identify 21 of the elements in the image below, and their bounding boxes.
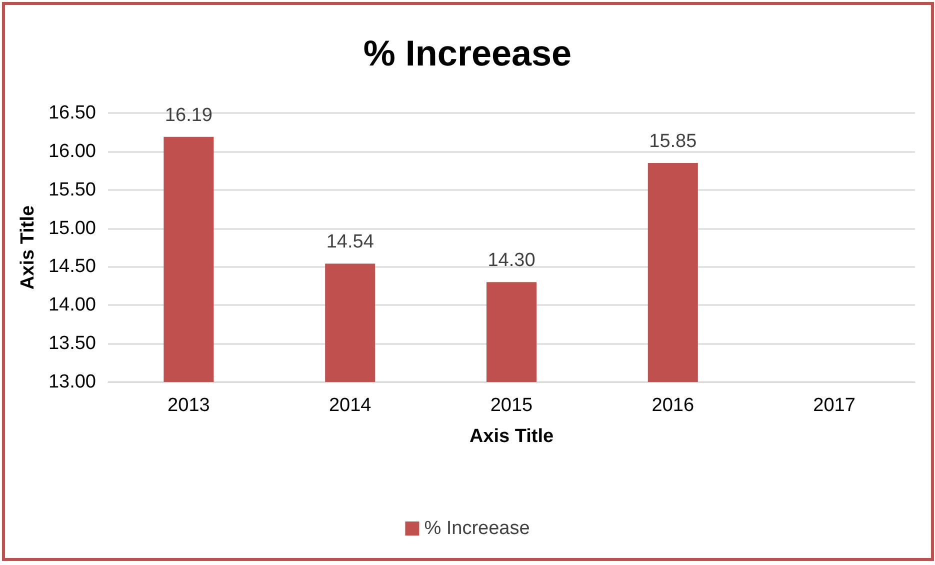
legend-label: % Increease — [424, 518, 530, 539]
y-tick-label: 16.00 — [48, 140, 96, 162]
y-tick-label: 13.00 — [48, 372, 96, 392]
y-tick-label: 14.50 — [48, 256, 96, 278]
x-tick-label: 2014 — [328, 395, 372, 416]
y-axis-title: Axis Title — [18, 205, 39, 290]
y-tick-label: 15.00 — [48, 218, 96, 239]
y-tick-label: 15.50 — [48, 179, 96, 200]
y-tick-label: 16.50 — [48, 102, 96, 124]
data-label: 15.85 — [649, 130, 697, 152]
y-tick-label: 13.50 — [48, 333, 96, 354]
data-label: 14.30 — [488, 250, 536, 272]
chart-title: % Increease — [363, 32, 572, 74]
x-tick-label: 2017 — [813, 395, 856, 416]
x-tick-label: 2016 — [652, 395, 694, 416]
data-label: 14.54 — [326, 232, 374, 253]
y-tick-label: 14.00 — [48, 294, 96, 316]
data-label: 16.19 — [164, 104, 212, 126]
x-tick-label: 2013 — [168, 395, 210, 416]
x-tick-label: 2015 — [490, 395, 533, 416]
x-axis-title: Axis Title — [469, 426, 554, 447]
